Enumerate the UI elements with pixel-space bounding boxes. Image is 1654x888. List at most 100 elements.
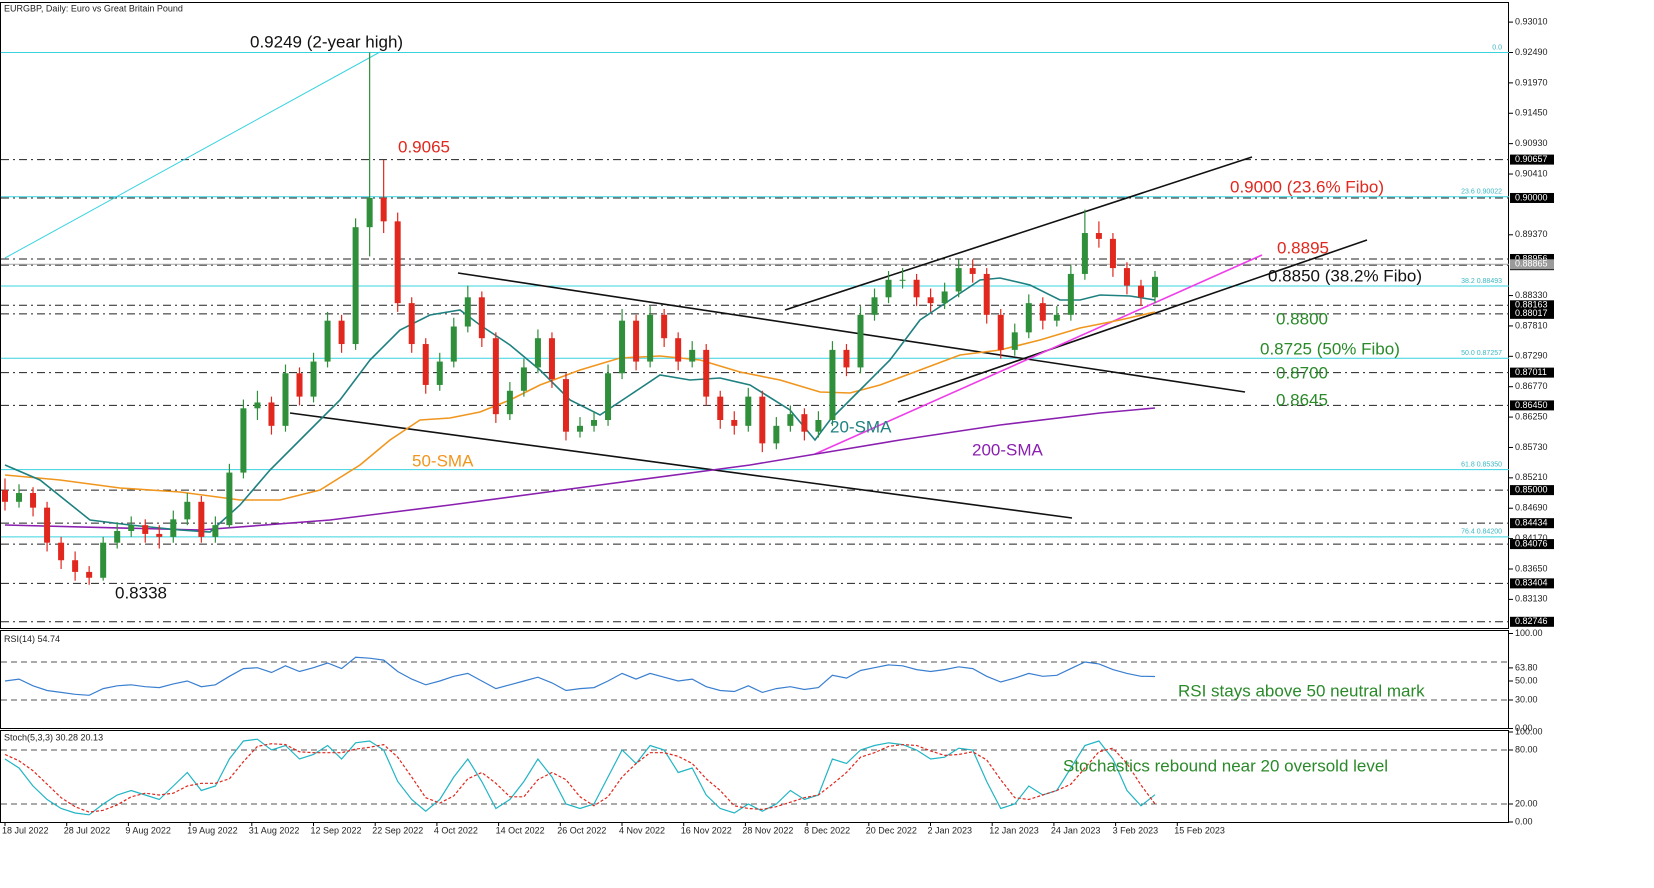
fibo-label: 0.0 bbox=[1492, 44, 1502, 51]
level-box bbox=[1510, 485, 1554, 496]
current-price-box bbox=[1510, 259, 1554, 270]
candle-body bbox=[941, 291, 948, 304]
candle-body bbox=[520, 367, 527, 391]
level-label: 0.82746 bbox=[1515, 616, 1548, 626]
y-tick-label: 30.00 bbox=[1515, 694, 1538, 704]
candle-body bbox=[240, 408, 247, 473]
candle-body bbox=[997, 314, 1004, 350]
level-label: 0.85000 bbox=[1515, 484, 1548, 494]
x-tick-label: 28 Nov 2022 bbox=[742, 825, 793, 835]
annotation: 0.8338 bbox=[115, 583, 167, 602]
candle-body bbox=[380, 197, 387, 222]
candle-body bbox=[605, 373, 612, 420]
x-tick-label: 9 Aug 2022 bbox=[125, 825, 171, 835]
x-tick-label: 14 Oct 2022 bbox=[496, 825, 545, 835]
x-tick-label: 20 Dec 2022 bbox=[866, 825, 917, 835]
x-tick-label: 12 Sep 2022 bbox=[311, 825, 362, 835]
y-tick-label: 100.00 bbox=[1515, 726, 1543, 736]
x-tick-label: 22 Sep 2022 bbox=[372, 825, 423, 835]
candle-body bbox=[352, 227, 359, 345]
indicator-line bbox=[4, 656, 1156, 696]
level-box bbox=[1510, 300, 1554, 311]
x-tick-label: 8 Dec 2022 bbox=[804, 825, 850, 835]
candle-body bbox=[661, 314, 668, 339]
level-label: 0.87011 bbox=[1515, 367, 1547, 377]
drawings bbox=[4, 51, 1368, 533]
annotation: Stochastics rebound near 20 oversold lev… bbox=[1063, 756, 1388, 775]
level-label: 0.88163 bbox=[1515, 300, 1548, 310]
x-tick-label: 12 Jan 2023 bbox=[989, 825, 1039, 835]
candle-body bbox=[30, 493, 37, 508]
candle-body bbox=[983, 273, 990, 315]
x-tick-label: 31 Aug 2022 bbox=[249, 825, 300, 835]
y-tick-label: 0.92490 bbox=[1515, 47, 1548, 57]
y-tick-label: 0.91970 bbox=[1515, 77, 1548, 87]
level-label: 0.88017 bbox=[1515, 308, 1548, 318]
level-label: 0.84076 bbox=[1515, 538, 1548, 548]
x-tick-label: 2 Jan 2023 bbox=[928, 825, 973, 835]
x-tick-label: 24 Jan 2023 bbox=[1051, 825, 1101, 835]
candle-body bbox=[1095, 233, 1102, 239]
x-tick-label: 19 Aug 2022 bbox=[187, 825, 238, 835]
candle-body bbox=[773, 425, 780, 444]
annotation: 50-SMA bbox=[412, 451, 474, 470]
candle-body bbox=[58, 542, 65, 561]
candle-body bbox=[492, 338, 499, 415]
candle-body bbox=[268, 402, 275, 426]
candle-body bbox=[16, 493, 23, 502]
fibo-label: 23.6 0.90022 bbox=[1461, 189, 1502, 196]
level-box bbox=[1510, 192, 1554, 203]
candle-body bbox=[408, 303, 415, 345]
annotation: 0.8700 bbox=[1276, 363, 1328, 382]
current-price-label: 0.88865 bbox=[1515, 259, 1548, 269]
level-label: 0.90000 bbox=[1515, 192, 1548, 202]
candle-body bbox=[296, 373, 303, 397]
fibo-label: 61.8 0.85350 bbox=[1461, 462, 1502, 469]
candle-body bbox=[254, 402, 261, 409]
candle-body bbox=[1011, 332, 1018, 350]
y-tick-label: 50.00 bbox=[1515, 675, 1538, 685]
candle-body bbox=[1053, 314, 1060, 321]
trendline bbox=[897, 239, 1368, 403]
y-tick-label: 0.90930 bbox=[1515, 138, 1548, 148]
candle-body bbox=[899, 279, 906, 281]
sma-20 bbox=[4, 277, 1156, 533]
candle-body bbox=[310, 361, 317, 397]
candle-body bbox=[464, 297, 471, 327]
candle-body bbox=[170, 519, 177, 537]
trendline bbox=[814, 254, 1263, 455]
candle-body bbox=[955, 268, 962, 292]
candle-body bbox=[1123, 268, 1130, 286]
x-tick-label: 18 Jul 2022 bbox=[2, 825, 49, 835]
y-tick-label: 20.00 bbox=[1515, 798, 1538, 808]
candle-body bbox=[282, 373, 289, 426]
candle-body bbox=[969, 268, 976, 274]
candle-body bbox=[366, 197, 373, 228]
level-box bbox=[1510, 616, 1554, 627]
candle-body bbox=[1137, 285, 1144, 298]
trendline bbox=[784, 156, 1253, 311]
trendline bbox=[289, 412, 1073, 519]
candle-body bbox=[72, 560, 79, 572]
candle-body bbox=[927, 297, 934, 304]
candle-body bbox=[829, 349, 836, 420]
candle-body bbox=[913, 279, 920, 298]
candle-body bbox=[394, 221, 401, 304]
candle-body bbox=[324, 320, 331, 362]
candle-body bbox=[1109, 238, 1116, 269]
candle-body bbox=[815, 420, 822, 432]
x-tick-label: 28 Jul 2022 bbox=[64, 825, 111, 835]
candle-body bbox=[478, 297, 485, 339]
candle-body bbox=[226, 472, 233, 526]
candle-body bbox=[184, 501, 191, 520]
candle-body bbox=[2, 490, 8, 502]
candle-body bbox=[703, 349, 710, 397]
x-tick-label: 4 Nov 2022 bbox=[619, 825, 665, 835]
y-tick-label: 63.80 bbox=[1515, 662, 1538, 672]
level-label: 0.90657 bbox=[1515, 154, 1548, 164]
candle-body bbox=[717, 396, 724, 420]
candle-body bbox=[100, 542, 107, 578]
y-tick-label: 0.87290 bbox=[1515, 351, 1548, 361]
level-box bbox=[1510, 539, 1554, 550]
y-tick-label: 0.85210 bbox=[1515, 472, 1548, 482]
